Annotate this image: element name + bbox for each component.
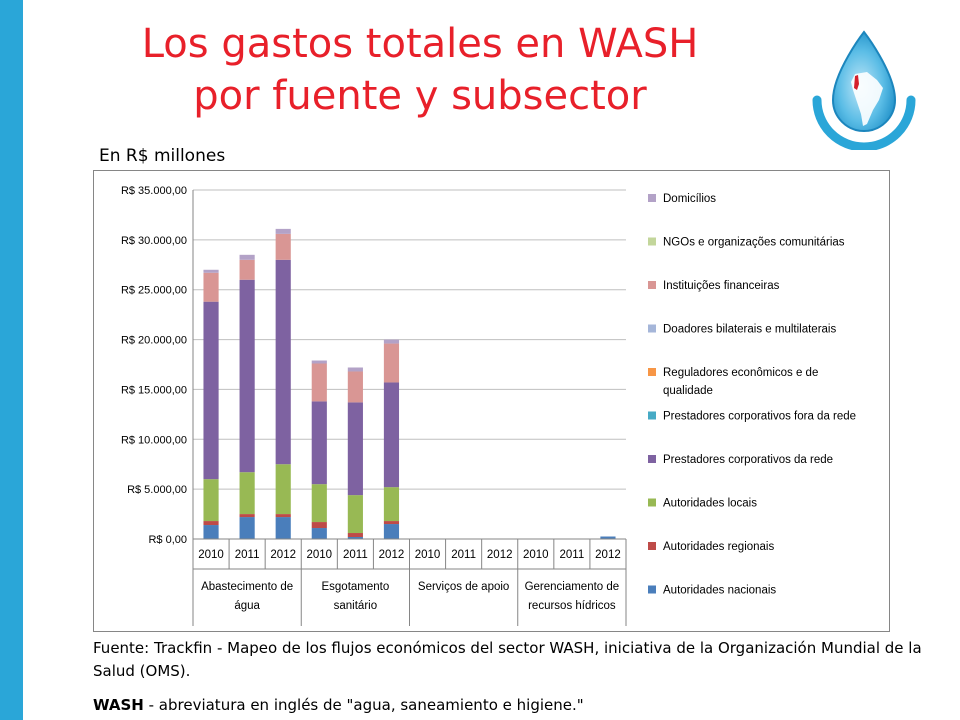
y-tick-label: R$ 25.000,00 [121, 285, 187, 297]
abbreviation-note: WASH - abreviatura en inglés de "agua, s… [93, 694, 943, 716]
y-tick-label: R$ 15.000,00 [121, 384, 187, 396]
bar-segment [203, 269, 219, 273]
bar-segment [383, 524, 400, 539]
legend-label: NGOs e organizações comunitárias [663, 237, 845, 249]
x-tick-label: 2010 [198, 549, 224, 561]
legend-label: Autoridades regionais [663, 541, 774, 553]
legend-swatch [648, 542, 656, 550]
chart-border [93, 170, 890, 632]
bar-segment [311, 360, 327, 364]
bar-segment [203, 301, 219, 480]
chart-container: R$ 0,00 R$ 5.000,00 R$ 10.000,00 R$ 15.000,… [93, 170, 890, 632]
group-label: Abastecimento de [201, 581, 293, 593]
bar-segment [600, 536, 616, 539]
note-term: WASH [93, 696, 144, 714]
bar-segment [347, 367, 363, 372]
stacked-bar-chart: R$ 0,00 R$ 5.000,00 R$ 10.000,00 R$ 15.000,… [93, 170, 890, 632]
bar-segment [311, 363, 327, 402]
legend-swatch [648, 281, 656, 289]
title-line-2: por fuente y subsector [193, 73, 647, 119]
bar-segment [239, 279, 255, 473]
bar-segment [275, 517, 291, 539]
bar-segment [347, 537, 363, 539]
bar-segment [311, 401, 327, 485]
x-tick-label: 2011 [560, 549, 585, 561]
bar-segment [383, 521, 400, 525]
x-tick-label: 2012 [379, 549, 405, 561]
legend-label: Reguladores econômicos e de [663, 367, 818, 379]
source-note: Fuente: Trackfin - Mapeo de los flujos e… [93, 639, 922, 680]
legend-label: Domicílios [663, 193, 716, 205]
y-tick-label: R$ 30.000,00 [121, 235, 187, 247]
bar-segment [239, 517, 255, 539]
bar-segment [383, 343, 400, 383]
bar-segment [203, 525, 219, 539]
bar-segment [347, 371, 363, 403]
legend-label: Autoridades nacionais [663, 585, 776, 597]
note-text: - abreviatura en inglés de "agua, saneam… [143, 696, 584, 714]
bar-segment [275, 259, 291, 465]
group-label: Gerenciamento de [525, 581, 620, 593]
bar-segment [239, 259, 255, 280]
bar-segment [347, 533, 363, 538]
group-label: água [234, 600, 260, 612]
legend-swatch [648, 237, 656, 246]
y-tick-label: R$ 5.000,00 [127, 484, 187, 496]
y-tick-label: R$ 10.000,00 [121, 434, 187, 446]
units-label: En R$ millones [99, 146, 226, 166]
bar-segment [347, 402, 363, 496]
bar-segment [275, 233, 291, 260]
bar-segment [275, 464, 291, 515]
legend-swatch [648, 498, 656, 507]
legend-swatch [648, 368, 656, 376]
legend-label: Instituições financeiras [663, 280, 780, 292]
water-drop-map-logo [812, 30, 916, 150]
x-tick-label: 2012 [270, 549, 296, 561]
x-tick-label: 2010 [415, 549, 441, 561]
legend-swatch [648, 194, 656, 202]
x-tick-label: 2011 [451, 549, 476, 561]
legend-swatch [648, 585, 656, 594]
y-tick-label: R$ 0,00 [148, 534, 187, 546]
group-label: Esgotamento [321, 581, 389, 593]
bar-segment [275, 514, 291, 518]
legend-label: Autoridades locais [663, 498, 757, 510]
legend-label: Prestadores corporativos fora da rede [663, 411, 856, 423]
bar-segment [203, 272, 219, 302]
legend-label: qualidade [663, 385, 713, 397]
bar-segment [203, 521, 219, 526]
legend-swatch [648, 455, 656, 463]
x-tick-label: 2012 [487, 549, 513, 561]
legend-swatch [648, 324, 656, 333]
slide-title: Los gastos totales en WASH por fuente y … [30, 18, 810, 122]
x-tick-label: 2010 [523, 549, 549, 561]
group-label: Serviços de apoio [418, 581, 509, 593]
bar-segment [311, 484, 327, 523]
x-tick-label: 2011 [235, 549, 260, 561]
bar-segment [383, 339, 400, 344]
bar-segment [275, 228, 291, 234]
x-tick-label: 2010 [306, 549, 332, 561]
y-tick-label: R$ 35.000,00 [121, 185, 187, 197]
title-line-1: Los gastos totales en WASH [141, 21, 699, 67]
group-label: recursos hídricos [528, 600, 616, 612]
bar-segment [239, 472, 255, 515]
y-tick-label: R$ 20.000,00 [121, 335, 187, 347]
group-label: sanitário [334, 600, 377, 612]
legend-label: Doadores bilaterais e multilaterais [663, 324, 836, 336]
bar-segment [383, 382, 400, 488]
legend-swatch [648, 411, 656, 420]
x-tick-label: 2012 [595, 549, 621, 561]
bar-segment [239, 514, 255, 518]
bar-segment [203, 479, 219, 522]
bar-segment [347, 495, 363, 534]
x-tick-label: 2011 [343, 549, 368, 561]
left-accent-bar [0, 0, 23, 720]
bar-segment [311, 528, 327, 539]
legend-label: Prestadores corporativos da rede [663, 454, 833, 466]
bar-segment [239, 254, 255, 260]
bar-segment [311, 522, 327, 529]
bar-segment [383, 487, 400, 522]
